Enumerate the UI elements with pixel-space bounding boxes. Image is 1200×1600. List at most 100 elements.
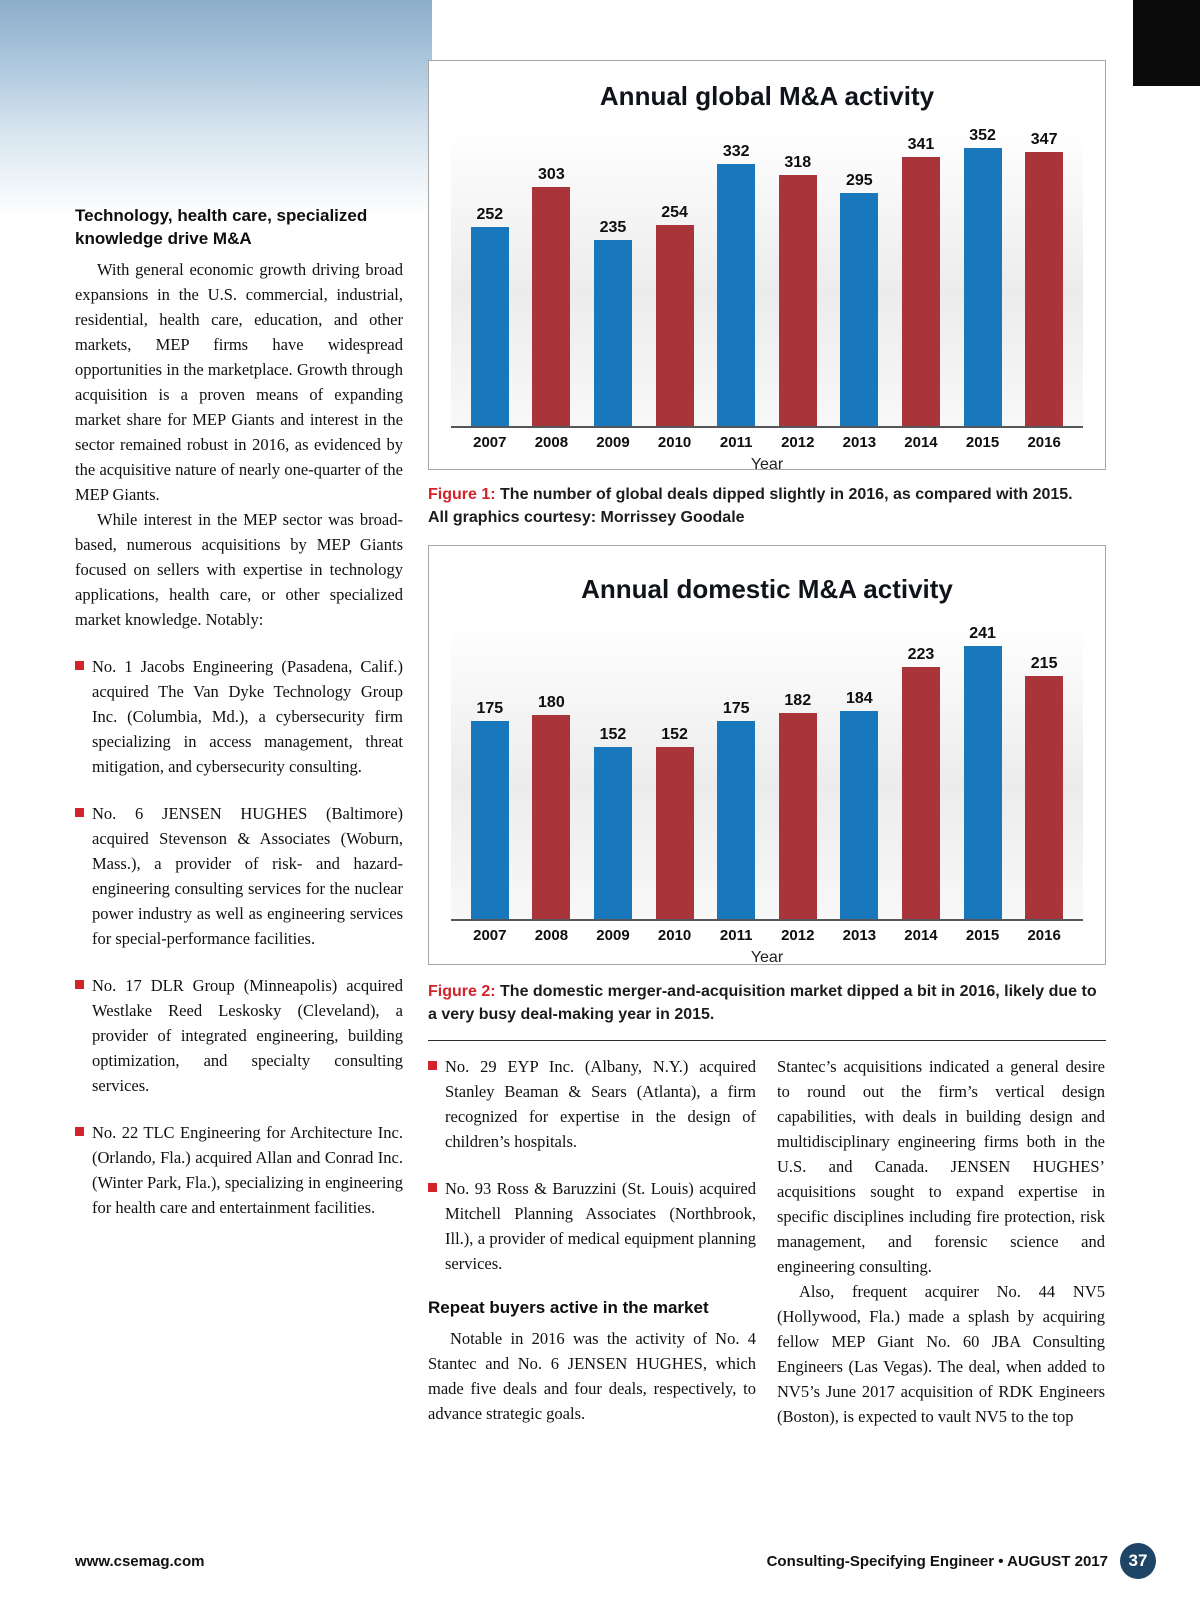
bar — [655, 225, 694, 426]
x-tick-label: 2009 — [596, 434, 630, 451]
page-number-badge: 37 — [1120, 1543, 1156, 1579]
x-tick-label: 2010 — [657, 927, 692, 944]
x-tick-label: 2013 — [842, 927, 877, 944]
footer-magazine-title: Consulting-Specifying Engineer • AUGUST … — [766, 1552, 1108, 1570]
figure1-caption-text: The number of global deals dipped slight… — [500, 486, 1073, 503]
bar-value-label: 252 — [476, 206, 504, 223]
figure1-label: Figure 1: — [428, 486, 496, 503]
bar-2013: 295 — [829, 172, 891, 426]
bar-value-label: 347 — [1030, 131, 1058, 148]
x-tick-label: 2016 — [1027, 927, 1061, 944]
x-tick-label: 2015 — [965, 434, 1000, 451]
x-tick-label: 2011 — [719, 927, 753, 944]
chart-x-axis-title: Year — [750, 949, 784, 966]
bar-2012: 318 — [767, 154, 829, 426]
paragraph: Stantec’s acquisitions indicated a gener… — [777, 1057, 1105, 1276]
bar — [593, 240, 632, 426]
bar-2011: 175 — [705, 700, 767, 919]
x-tick-label: 2012 — [781, 434, 815, 451]
bar-value-label: 215 — [1030, 655, 1058, 672]
bar-2015: 241 — [952, 625, 1014, 919]
chart-title: Annual domestic M&A activity — [581, 574, 953, 604]
bar-value-label: 223 — [907, 646, 935, 663]
bullet-square-icon — [75, 661, 84, 670]
bar — [840, 193, 879, 426]
bar — [963, 148, 1002, 426]
bar — [778, 175, 817, 426]
list-item-text: No. 1 Jacobs Engineering (Pasadena, Cali… — [92, 657, 403, 776]
bar — [717, 164, 756, 426]
bar — [655, 747, 694, 919]
x-tick-label: 2011 — [719, 434, 753, 451]
bar-2014: 223 — [890, 646, 952, 919]
x-tick-label: 2014 — [904, 927, 938, 944]
bar-value-label: 235 — [599, 219, 627, 236]
bar-2009: 152 — [582, 726, 644, 919]
figure1-credit: All graphics courtesy: Morrissey Goodale — [428, 509, 745, 526]
x-tick-label: 2015 — [965, 927, 1000, 944]
chart-x-axis-labels: 2007 2008 2009 2010 2011 2012 2013 2014 2015 2016 — [451, 927, 1083, 944]
bar-value-label: 152 — [661, 726, 688, 743]
paragraph: While interest in the MEP sector was bro… — [75, 510, 403, 629]
bar — [1025, 676, 1064, 919]
bar-2008: 303 — [521, 166, 583, 426]
column-divider-rule — [428, 1040, 1106, 1041]
footer-right-group: Consulting-Specifying Engineer • AUGUST … — [767, 1543, 1156, 1579]
bar-2014: 341 — [890, 136, 952, 426]
chart-x-axis-title: Year — [750, 456, 784, 473]
bar-value-label: 152 — [599, 726, 627, 743]
sky-gradient-decoration — [0, 0, 432, 218]
figure2-caption: Figure 2: The domestic merger-and-acquis… — [428, 980, 1106, 1026]
figure2-label: Figure 2: — [428, 983, 496, 1000]
bar-2013: 184 — [829, 690, 891, 919]
bullet-square-icon — [428, 1061, 437, 1070]
x-tick-label: 2014 — [904, 434, 938, 451]
paragraph: Also, frequent acquirer No. 44 NV5 (Holl… — [777, 1282, 1105, 1426]
list-item: No. 29 EYP Inc. (Albany, N.Y.) acquired … — [428, 1054, 756, 1154]
list-item: No. 93 Ross & Baruzzini (St. Louis) acqu… — [428, 1176, 756, 1276]
bar-value-label: 182 — [784, 692, 812, 709]
page-number: 37 — [1128, 1551, 1148, 1570]
left-text-column: Technology, health care, specialized kno… — [75, 204, 403, 1220]
chart-x-axis-labels: 2007 2008 2009 2010 2011 2012 2013 2014 2015 2016 — [451, 434, 1083, 451]
middle-text-column: No. 29 EYP Inc. (Albany, N.Y.) acquired … — [428, 1054, 756, 1426]
bar — [963, 646, 1002, 919]
bar-value-label: 184 — [846, 690, 873, 707]
x-tick-label: 2012 — [781, 927, 815, 944]
figure2-chart: Annual domestic M&A activity 175 180 152 15… — [428, 545, 1106, 966]
bar-value-label: 303 — [538, 166, 565, 183]
bar — [840, 711, 879, 919]
bar — [470, 721, 509, 919]
list-item-text: No. 93 Ross & Baruzzini (St. Louis) acqu… — [445, 1179, 756, 1273]
x-tick-label: 2009 — [596, 927, 630, 944]
bar-value-label: 295 — [846, 172, 873, 189]
x-tick-label: 2016 — [1027, 434, 1061, 451]
bar-2010: 152 — [644, 726, 706, 919]
bar-2016: 347 — [1013, 131, 1075, 426]
bar — [532, 187, 571, 426]
list-item-text: No. 29 EYP Inc. (Albany, N.Y.) acquired … — [445, 1057, 756, 1151]
black-corner-tab — [1133, 0, 1200, 86]
chart-plot-area: 252 303 235 254 332 318 295 341 352 347 — [451, 127, 1083, 428]
section-heading: Technology, health care, specialized kno… — [75, 206, 368, 248]
bar-2011: 332 — [705, 143, 767, 426]
bar-2007: 175 — [459, 700, 521, 919]
bar — [593, 747, 632, 919]
x-tick-label: 2010 — [657, 434, 692, 451]
bar-2016: 215 — [1013, 655, 1075, 919]
bar-2015: 352 — [952, 127, 1014, 426]
x-tick-label: 2013 — [842, 434, 877, 451]
bar — [901, 667, 940, 919]
bar-value-label: 341 — [907, 136, 935, 153]
bullet-square-icon — [75, 980, 84, 989]
right-text-column: Stantec’s acquisitions indicated a gener… — [777, 1054, 1105, 1429]
bar-value-label: 175 — [476, 700, 504, 717]
paragraph: Notable in 2016 was the activity of No. … — [428, 1329, 756, 1423]
section-heading: Repeat buyers active in the market — [428, 1298, 709, 1317]
bar-2007: 252 — [459, 206, 521, 426]
x-tick-label: 2007 — [473, 434, 507, 451]
page-footer: www.csemag.com Consulting-Specifying Eng… — [75, 1543, 1156, 1579]
footer-website: www.csemag.com — [75, 1552, 205, 1570]
bar-2010: 254 — [644, 204, 706, 426]
